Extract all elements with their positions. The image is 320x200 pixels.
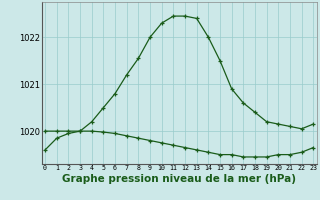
- X-axis label: Graphe pression niveau de la mer (hPa): Graphe pression niveau de la mer (hPa): [62, 174, 296, 184]
